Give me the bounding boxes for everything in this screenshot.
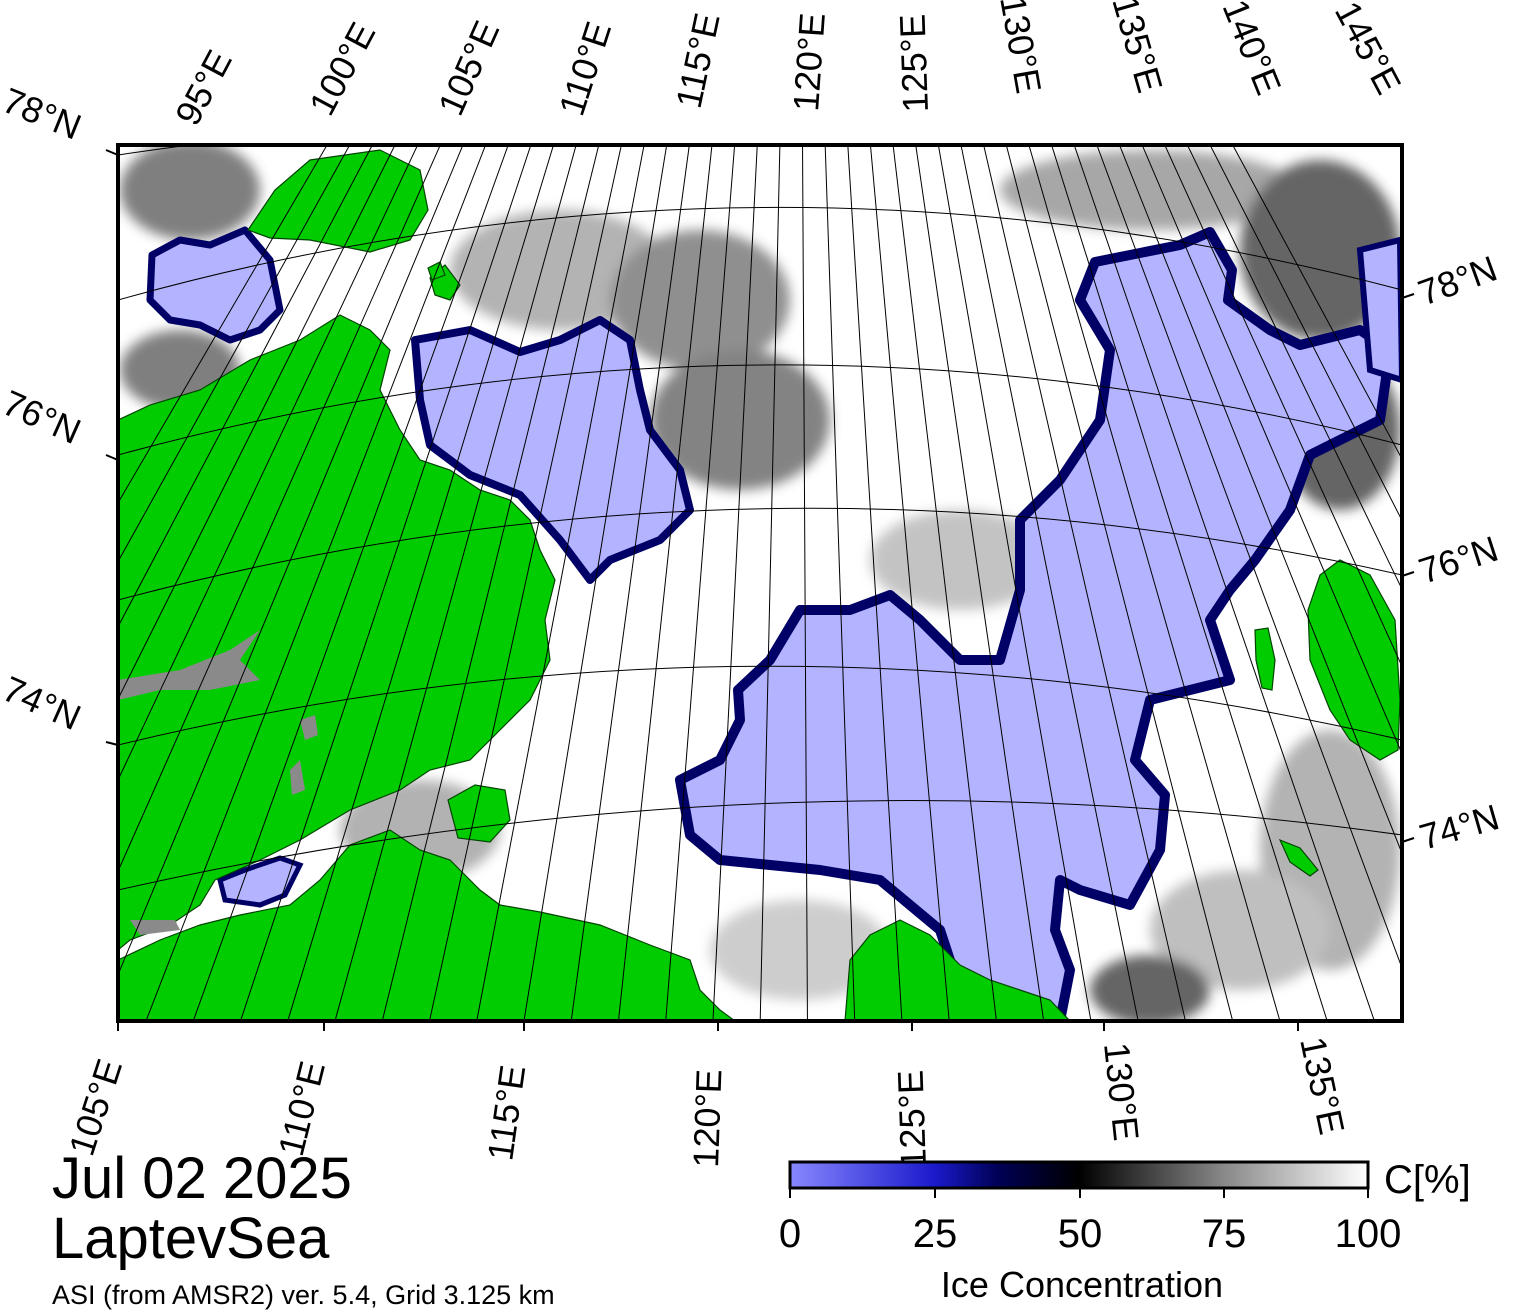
meridian-line [476, 145, 645, 1021]
bottom-lon-label: 130°E [1096, 1041, 1147, 1143]
meridian-line [1073, 145, 1375, 1021]
inland-lakes [118, 630, 318, 935]
top-lon-label: 135°E [1104, 0, 1171, 97]
polynya-ne [1356, 236, 1402, 384]
region-title: LaptevSea [52, 1206, 330, 1271]
meridian-line [523, 145, 668, 1021]
colorbar-unit: C[%] [1384, 1158, 1471, 1202]
meridian-line [1051, 145, 1328, 1021]
map-frame [116, 143, 1404, 1023]
right-lat-label: 74°N [1415, 796, 1504, 858]
colorbar-tick-label: 50 [1057, 1212, 1103, 1256]
top-lon-label: 125°E [892, 13, 936, 113]
meridian-line [915, 145, 1045, 1021]
meridian-line [665, 145, 736, 1021]
lena-delta-land [844, 919, 1071, 1021]
top-lon-label: 115°E [668, 9, 728, 111]
meridian-line [1141, 145, 1402, 755]
top-lon-label: 145°E [1327, 0, 1409, 101]
meridian-line [1232, 145, 1402, 460]
top-lon-label: 95°E [167, 43, 240, 132]
meridian-line [381, 145, 600, 1021]
meridian-line [1005, 145, 1234, 1021]
meridian-line [118, 145, 328, 504]
meridian-line [287, 145, 555, 1021]
top-lon-label: 140°E [1215, 0, 1290, 100]
right-lat-label: 78°N [1413, 247, 1503, 313]
meridian-line [802, 145, 808, 1021]
meridian-line [145, 145, 487, 1021]
colorbar-tick-label: 75 [1201, 1212, 1247, 1256]
meridian-line [239, 145, 532, 1021]
meridian-line [712, 145, 758, 1021]
bottom-lon-label: 105°E [61, 1054, 130, 1160]
meridian-line [118, 145, 396, 701]
meridian-lines [118, 145, 1402, 1021]
meridian-line [118, 145, 441, 873]
meridian-line [617, 145, 713, 1021]
bottom-lon-label: 115°E [479, 1063, 533, 1164]
island-begichev [447, 784, 511, 843]
date-title: Jul 02 2025 [52, 1146, 352, 1211]
new-siberian-island [1307, 559, 1401, 761]
meridian-line [892, 145, 997, 1021]
colorbar [788, 1160, 1370, 1198]
left-lat-label: 74°N [0, 668, 87, 738]
top-lon-label: 110°E [551, 17, 620, 121]
meridian-line [824, 145, 856, 1021]
meridian-line [937, 145, 1092, 1021]
bottom-lon-label: 135°E [1292, 1033, 1353, 1138]
stolbovoy-island [1254, 627, 1276, 691]
meridian-line [428, 145, 622, 1021]
meridian-line [869, 145, 950, 1021]
top-lon-label: 100°E [301, 16, 383, 122]
meridian-line [334, 145, 577, 1021]
meridian-line [983, 145, 1186, 1021]
land [118, 149, 1401, 1021]
colorbar-tick-label: 100 [1334, 1212, 1402, 1256]
top-lon-label: 130°E [992, 0, 1049, 96]
map-area [118, 145, 1402, 1021]
bottom-lon-label: 120°E [685, 1068, 729, 1168]
frame-ticks [105, 149, 1415, 1031]
meridian-line [960, 145, 1139, 1021]
top-lon-labels: 95°E 100°E 105°E 110°E 115°E 120°E 125°E… [167, 0, 1410, 132]
meridian-line [192, 145, 509, 1021]
taymyr-peninsula [118, 314, 556, 951]
bottom-lon-label: 110°E [270, 1057, 333, 1160]
meridian-line [570, 145, 690, 1021]
meridian-line [1164, 145, 1402, 668]
meridian-line [118, 145, 464, 976]
meridian-line [118, 145, 419, 782]
meridian-line [1118, 145, 1402, 855]
left-lat-label: 78°N [0, 79, 87, 147]
meridian-line [847, 145, 903, 1021]
meridian-line [759, 145, 781, 1021]
colorbar-title: Ice Concentration [940, 1264, 1224, 1305]
severnaya-zemlya-1 [247, 149, 429, 253]
left-lat-label: 76°N [0, 382, 87, 452]
central-siberia-coast [118, 829, 737, 1021]
top-lon-label: 105°E [430, 15, 508, 122]
belkovsky-island [1278, 838, 1319, 877]
ice-texture [120, 145, 1400, 1021]
meridian-line [1096, 145, 1402, 970]
top-lon-label: 120°E [785, 11, 833, 112]
right-lat-label: 76°N [1414, 528, 1503, 592]
source-caption: ASI (from AMSR2) ver. 5.4, Grid 3.125 km [52, 1280, 555, 1310]
colorbar-tick-label: 25 [912, 1212, 958, 1256]
open-water-khatanga [217, 855, 304, 908]
meridian-line [1028, 145, 1281, 1021]
bottom-lon-label: 125°E [890, 1069, 934, 1169]
colorbar-gradient [788, 1160, 1370, 1190]
open-water-west [146, 226, 284, 344]
colorbar-tick-label: 0 [778, 1212, 802, 1256]
meridian-line [118, 145, 373, 628]
meridian-line [118, 145, 351, 563]
meridian-line [1209, 145, 1402, 522]
